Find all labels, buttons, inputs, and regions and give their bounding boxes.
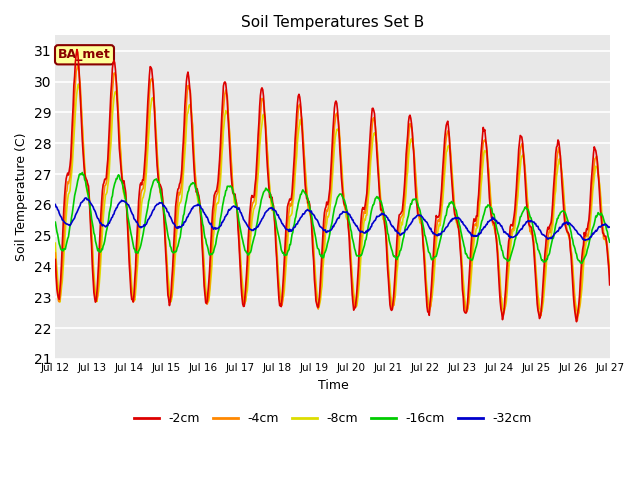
-32cm — [401, 229, 408, 235]
Legend: -2cm, -4cm, -8cm, -16cm, -32cm: -2cm, -4cm, -8cm, -16cm, -32cm — [129, 407, 537, 430]
-2cm — [119, 180, 127, 186]
Line: -16cm: -16cm — [55, 172, 610, 264]
-16cm — [51, 219, 59, 225]
-8cm — [61, 226, 69, 232]
Line: -2cm: -2cm — [55, 49, 610, 322]
-4cm — [119, 186, 127, 192]
Line: -32cm: -32cm — [55, 198, 610, 240]
-2cm — [205, 279, 212, 285]
-8cm — [119, 189, 127, 194]
-16cm — [79, 169, 86, 175]
-8cm — [175, 200, 183, 206]
-16cm — [119, 185, 127, 191]
-4cm — [205, 293, 212, 299]
-16cm — [61, 246, 69, 252]
-32cm — [205, 219, 212, 225]
-4cm — [51, 250, 59, 256]
-4cm — [573, 318, 581, 324]
-2cm — [417, 213, 424, 218]
-32cm — [61, 220, 69, 226]
Y-axis label: Soil Temperature (C): Soil Temperature (C) — [15, 133, 28, 262]
-8cm — [401, 206, 408, 212]
-2cm — [73, 47, 81, 52]
-16cm — [175, 236, 183, 242]
-16cm — [606, 239, 614, 245]
-32cm — [606, 224, 614, 230]
-32cm — [51, 202, 59, 207]
-2cm — [175, 181, 183, 187]
-2cm — [51, 257, 59, 263]
-4cm — [74, 61, 81, 67]
-4cm — [61, 206, 69, 212]
Title: Soil Temperatures Set B: Soil Temperatures Set B — [241, 15, 424, 30]
-2cm — [606, 282, 614, 288]
-2cm — [61, 183, 69, 189]
-8cm — [417, 219, 424, 225]
X-axis label: Time: Time — [317, 379, 348, 392]
-4cm — [417, 215, 424, 220]
-32cm — [581, 238, 589, 243]
-16cm — [205, 250, 212, 255]
-8cm — [574, 312, 582, 318]
Line: -4cm: -4cm — [55, 64, 610, 321]
-4cm — [606, 271, 614, 277]
-32cm — [119, 198, 127, 204]
-8cm — [75, 81, 83, 87]
-32cm — [175, 224, 183, 229]
-16cm — [417, 212, 424, 217]
-4cm — [401, 194, 408, 200]
-32cm — [417, 213, 424, 218]
Line: -8cm: -8cm — [55, 84, 610, 315]
-4cm — [175, 192, 183, 198]
-8cm — [205, 298, 212, 304]
-32cm — [81, 195, 89, 201]
-8cm — [606, 269, 614, 275]
Text: BA_met: BA_met — [58, 48, 111, 61]
-16cm — [401, 228, 408, 234]
-8cm — [51, 240, 59, 246]
-2cm — [401, 181, 408, 187]
-16cm — [578, 261, 586, 266]
-2cm — [573, 319, 580, 324]
